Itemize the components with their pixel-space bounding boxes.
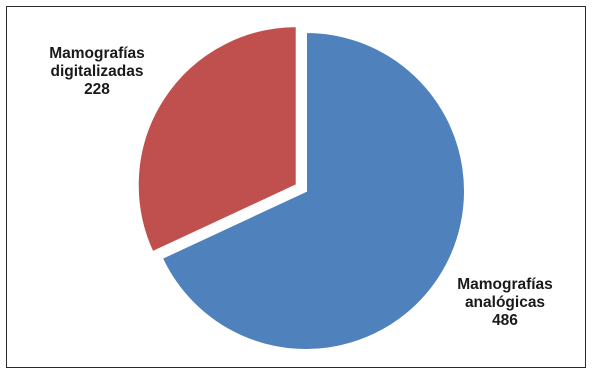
slice-label-digitalizadas: Mamografías digitalizadas 228 — [22, 45, 172, 99]
slice-label-line: Mamografías — [457, 276, 553, 293]
slice-label-analogicas: Mamografías analógicas 486 — [430, 276, 580, 330]
slice-value: 486 — [492, 312, 518, 329]
pie-slice-1 — [136, 25, 298, 254]
slice-label-line: Mamografías — [49, 45, 145, 62]
slice-label-line: analógicas — [464, 294, 546, 311]
slice-value: 228 — [84, 81, 110, 98]
pie-slice-0 — [160, 30, 466, 351]
slice-label-line: digitalizadas — [50, 63, 144, 80]
